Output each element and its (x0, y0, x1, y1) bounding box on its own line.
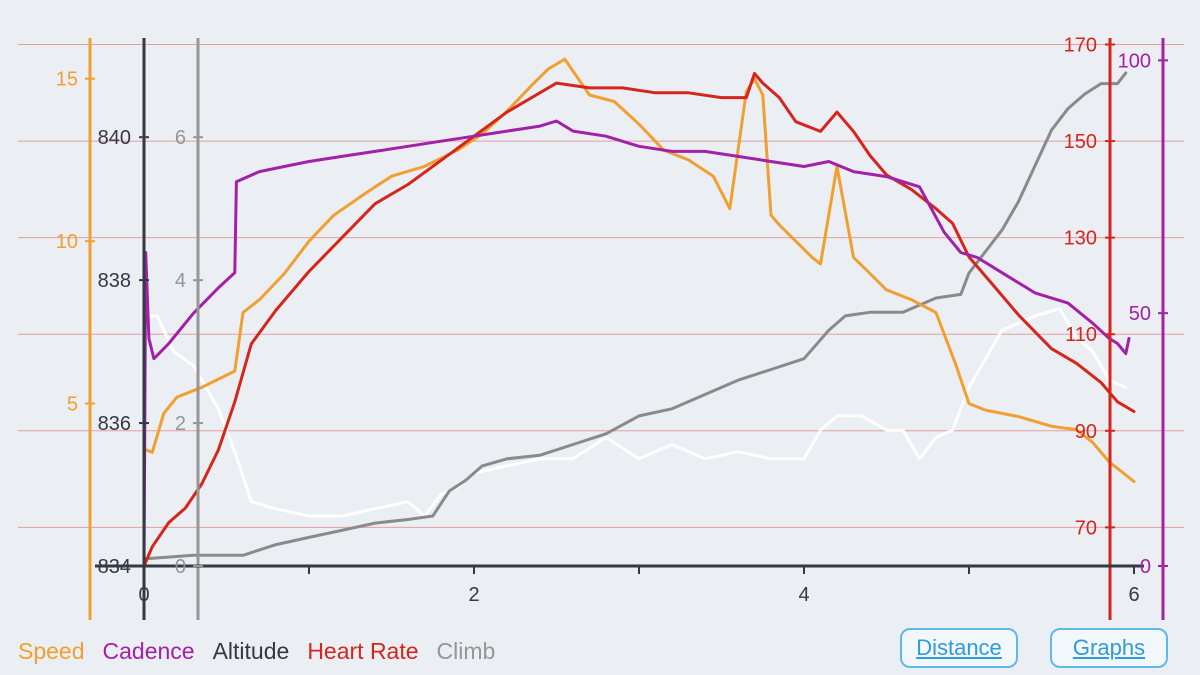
altitude-tick-label-840: 840 (98, 127, 131, 149)
legend-climb: Climb (436, 638, 496, 664)
series-cadence-line (142, 119, 1131, 568)
heart_rate-tick-label-170: 170 (1064, 34, 1097, 56)
distance-button[interactable]: Distance (900, 628, 1018, 668)
cadence-tick-label-0: 0 (1140, 556, 1151, 578)
speed-tick-label-10: 10 (56, 231, 78, 253)
series-altitude-line (142, 264, 1128, 518)
series-speed-line (142, 57, 1136, 483)
speed-tick-label-15: 15 (56, 69, 78, 91)
altitude-tick-label-836: 836 (98, 413, 131, 435)
heart_rate-tick-label-70: 70 (1075, 517, 1097, 539)
axes: 0 2 4 6 5 10 15 834 836 838 840 0 2 4 6 70 90 110 130 150 17… (56, 34, 1168, 620)
climb-tick-label-4: 4 (175, 270, 186, 292)
legend: Speed Cadence Altitude Heart Rate Climb (18, 638, 495, 665)
series-climb-line (142, 71, 1128, 561)
altitude-tick-label-838: 838 (98, 270, 131, 292)
climb-tick-label-2: 2 (175, 413, 186, 435)
cadence-tick-label-50: 50 (1129, 303, 1151, 325)
heart_rate-tick-label-130: 130 (1064, 228, 1097, 250)
x-tick-label-2: 2 (468, 584, 479, 606)
legend-speed: Speed (18, 638, 85, 664)
heart_rate-tick-label-90: 90 (1075, 421, 1097, 443)
gridlines (18, 43, 1184, 528)
x-tick-label-4: 4 (798, 584, 809, 606)
legend-heart-rate: Heart Rate (307, 638, 419, 664)
legend-cadence: Cadence (102, 638, 195, 664)
legend-altitude: Altitude (212, 638, 290, 664)
series-heart-rate-line (142, 72, 1136, 568)
cadence-tick-label-100: 100 (1118, 50, 1151, 72)
heart_rate-tick-label-110: 110 (1065, 324, 1097, 346)
altitude-tick-label-834: 834 (98, 556, 131, 578)
x-tick-label-6: 6 (1128, 584, 1139, 606)
graphs-button[interactable]: Graphs (1050, 628, 1168, 668)
speed-tick-label-5: 5 (67, 394, 78, 416)
climb-tick-label-6: 6 (175, 127, 186, 149)
x-tick-label-0: 0 (138, 584, 149, 606)
heart_rate-tick-label-150: 150 (1064, 131, 1097, 153)
climb-tick-label-0: 0 (175, 556, 186, 578)
plot-lines (142, 57, 1136, 568)
